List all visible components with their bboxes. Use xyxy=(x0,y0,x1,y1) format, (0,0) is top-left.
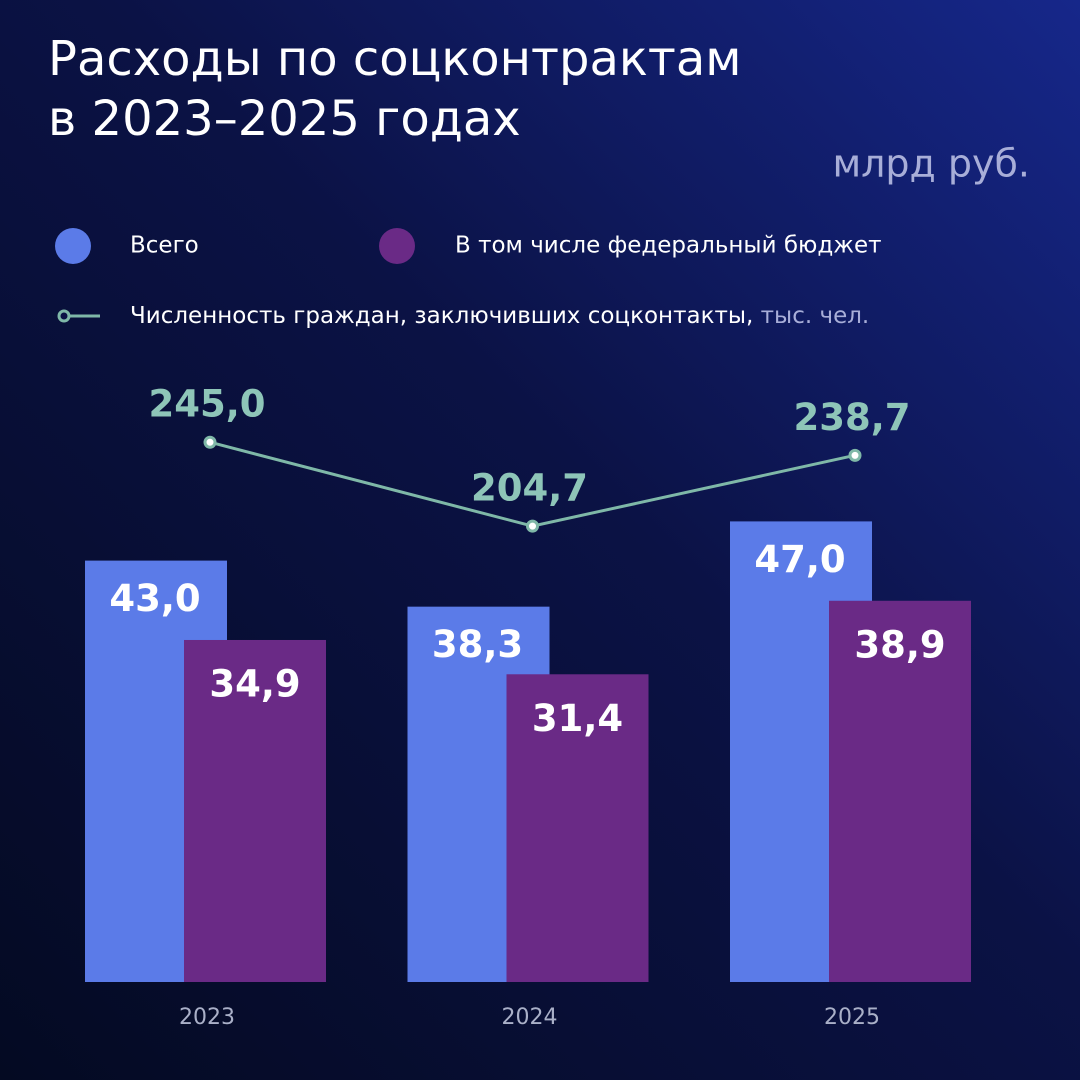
line-point xyxy=(526,519,539,533)
x-tick-label: 2023 xyxy=(179,1005,235,1030)
legend-marker xyxy=(55,228,91,264)
chart-title: в 2023–2025 годах xyxy=(48,91,521,147)
legend-unit: тыс. чел. xyxy=(761,303,870,329)
value-label: 38,9 xyxy=(854,623,945,666)
bar xyxy=(506,674,649,982)
value-label: 204,7 xyxy=(471,467,588,510)
line-point xyxy=(203,435,217,449)
value-label: 31,4 xyxy=(532,697,623,740)
legend-label: В том числе федеральный бюджет xyxy=(455,233,882,259)
bar xyxy=(829,600,971,982)
value-label: 47,0 xyxy=(754,538,845,581)
value-label: 238,7 xyxy=(793,396,910,439)
value-label: 43,0 xyxy=(109,577,200,620)
value-label: 34,9 xyxy=(209,662,300,705)
line-point xyxy=(848,448,862,462)
x-tick-label: 2025 xyxy=(824,1005,880,1030)
unit-label: млрд руб. xyxy=(832,142,1030,186)
x-tick-label: 2024 xyxy=(502,1005,558,1030)
legend-label: Численность граждан, заключивших соцконт… xyxy=(130,303,753,329)
legend-marker xyxy=(379,228,415,264)
bar xyxy=(184,639,326,982)
value-label: 245,0 xyxy=(148,383,265,426)
legend-label: Численность граждан, заключивших соцконт… xyxy=(130,303,869,329)
legend-label: Всего xyxy=(130,233,199,259)
chart-title: Расходы по соцконтрактам xyxy=(48,31,741,87)
legend-marker xyxy=(57,309,71,323)
value-label: 38,3 xyxy=(432,623,523,666)
